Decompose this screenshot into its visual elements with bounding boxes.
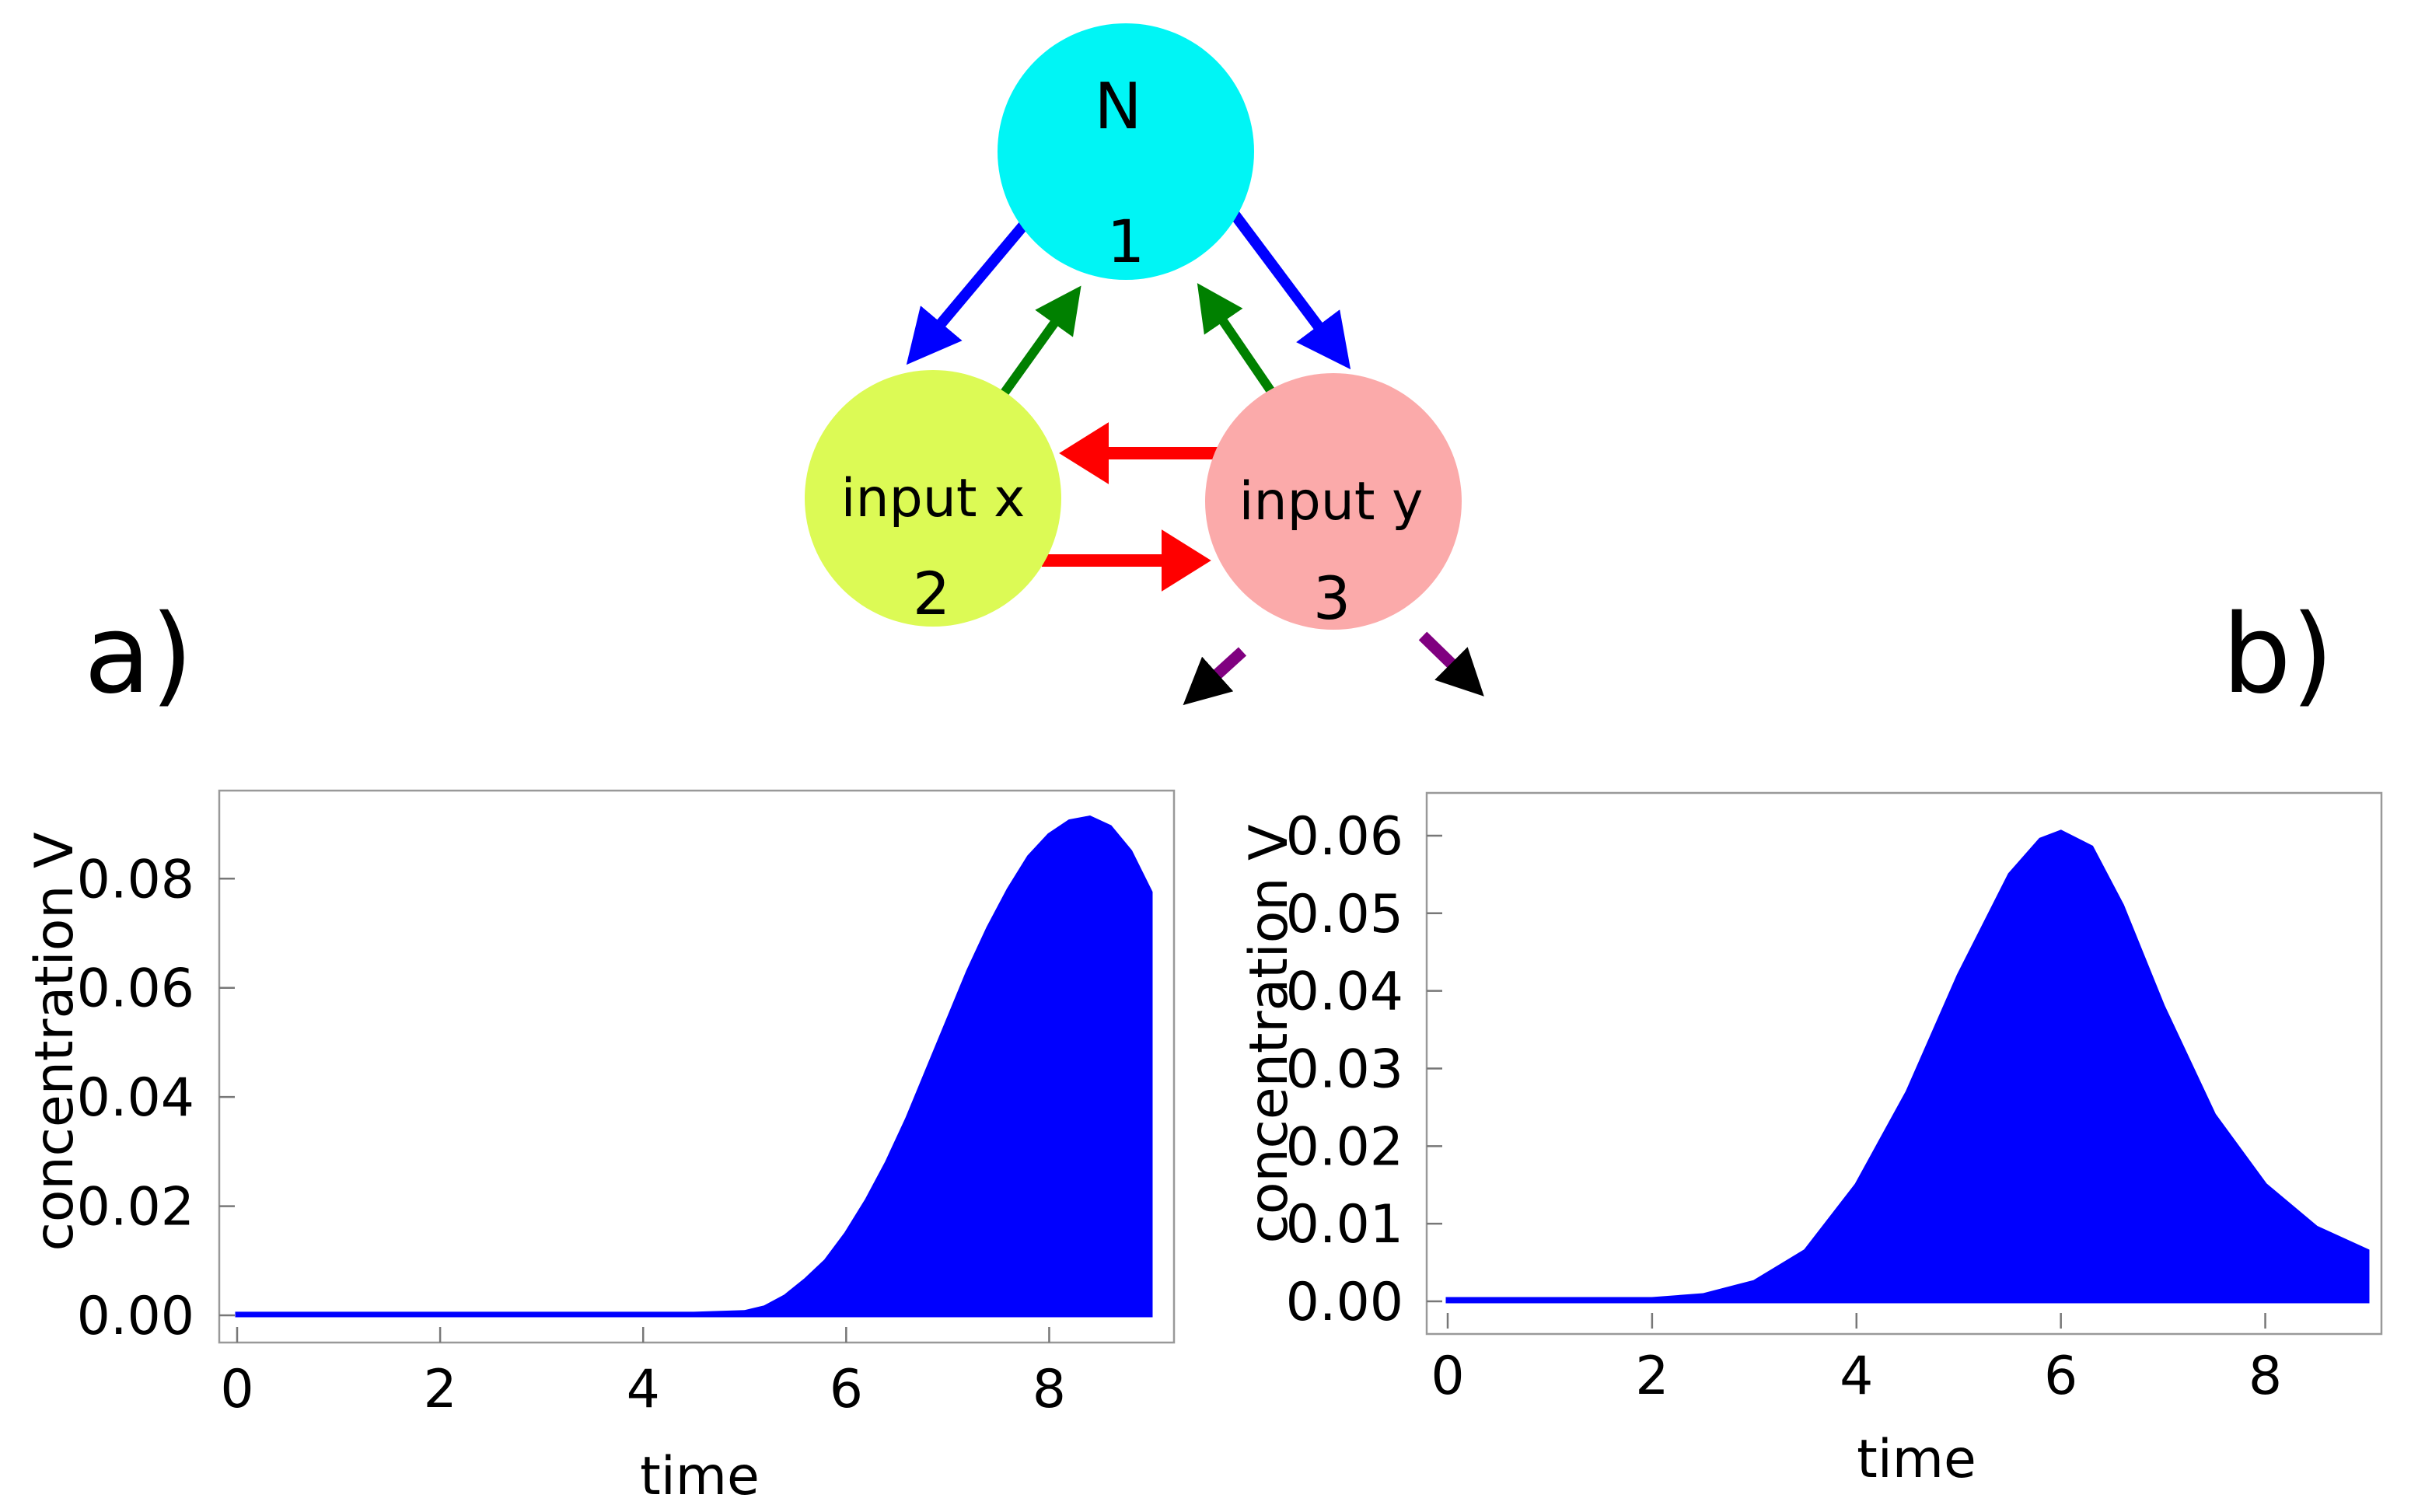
chart-a-frame [218, 789, 1176, 1344]
chart-a-ytick-label: 0.06 [77, 959, 194, 1020]
chart-b-ticks: 0 2 4 6 8 0.00 0.01 0.02 0.03 0.04 0.05 0.06 [1286, 806, 2283, 1407]
chart-a-ytick-label: 0.02 [77, 1177, 194, 1238]
panel-label-b: b) [2222, 592, 2334, 718]
chart-b: 0 2 4 6 8 0.00 0.01 0.02 0.03 0.04 0.05 0.06 time c… [1239, 791, 2383, 1490]
chart-b-ytick-label: 0.03 [1286, 1039, 1403, 1100]
edge-n-to-y [1230, 211, 1351, 370]
chart-b-ylabel: concentration V [1239, 824, 1300, 1243]
chart-b-ytick-label: 0.06 [1286, 806, 1403, 868]
chart-a: 0 2 4 6 8 0.00 0.02 0.04 0.06 0.08 time concentra… [24, 789, 1176, 1507]
chart-a-ticks: 0 2 4 6 8 0.00 0.02 0.04 0.06 0.08 [77, 849, 1066, 1420]
pointer-arrow-right [1418, 631, 1484, 697]
edge-x-to-n [1001, 285, 1081, 396]
chart-a-area [235, 815, 1153, 1318]
chart-a-ytick-label: 0.08 [77, 849, 194, 910]
edge-y-to-n [1197, 283, 1277, 398]
node-input-x-circle [805, 370, 1061, 627]
edge-n-to-x [906, 220, 1029, 365]
node-input-y-number: 3 [1313, 564, 1351, 633]
node-input-y-circle [1205, 373, 1462, 630]
chart-b-ytick-label: 0.00 [1286, 1272, 1403, 1333]
chart-a-xtick-label: 0 [220, 1359, 253, 1420]
chart-b-ytick-label: 0.05 [1286, 884, 1403, 945]
chart-b-area [1445, 829, 2370, 1304]
chart-b-ytick-label: 0.02 [1286, 1116, 1403, 1178]
chart-b-xtick-label: 2 [1635, 1346, 1668, 1407]
chart-b-ytick-label: 0.04 [1286, 962, 1403, 1023]
chart-a-xtick-label: 6 [830, 1359, 863, 1420]
network-diagram: N 1 input x 2 input y 3 [805, 23, 1484, 706]
chart-a-xlabel: time [640, 1446, 760, 1507]
chart-a-xtick-label: 2 [423, 1359, 456, 1420]
chart-b-xtick-label: 8 [2249, 1346, 2282, 1407]
node-n-label: N [1094, 70, 1141, 144]
node-input-y: input y 3 [1205, 373, 1462, 633]
chart-b-xlabel: time [1857, 1429, 1976, 1490]
chart-a-xtick-label: 4 [627, 1359, 660, 1420]
node-n: N 1 [998, 23, 1254, 280]
node-input-x-label: input x [841, 468, 1026, 529]
chart-b-frame [1425, 791, 2383, 1336]
chart-a-xtick-label: 8 [1033, 1359, 1066, 1420]
node-n-circle [998, 23, 1254, 280]
chart-a-plot [235, 815, 1153, 1318]
chart-b-plot [1445, 829, 2370, 1304]
chart-b-ytick-label: 0.01 [1286, 1194, 1403, 1255]
panel-label-a: a) [84, 592, 193, 718]
node-n-number: 1 [1107, 207, 1144, 276]
chart-b-xtick-label: 4 [1840, 1346, 1873, 1407]
chart-a-ytick-label: 0.00 [77, 1286, 194, 1347]
chart-b-xtick-label: 6 [2044, 1346, 2077, 1407]
chart-a-ylabel: concentration V [24, 832, 86, 1251]
node-input-x-number: 2 [913, 559, 950, 628]
node-input-y-label: input y [1239, 471, 1424, 533]
pointer-arrow-left [1183, 647, 1247, 706]
chart-a-ytick-label: 0.04 [77, 1067, 194, 1129]
node-input-x: input x 2 [805, 370, 1061, 628]
chart-b-xtick-label: 0 [1431, 1346, 1464, 1407]
